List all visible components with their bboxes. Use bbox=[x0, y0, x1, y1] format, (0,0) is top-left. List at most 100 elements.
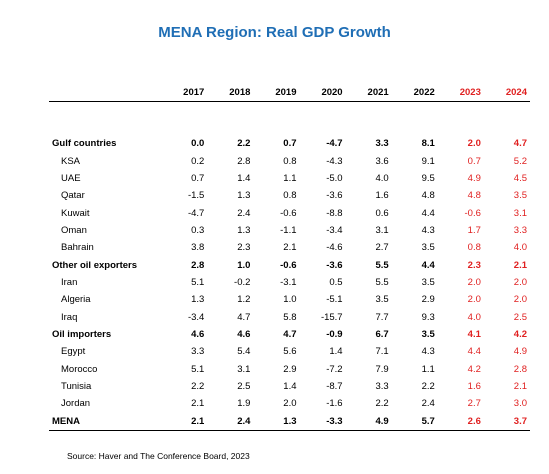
table-group-row: Oil importers 4.6 4.6 4.7 -0.9 6.7 3.5 4.1 4.2 bbox=[49, 326, 530, 343]
value-cell-2023: 2.6 bbox=[437, 412, 484, 431]
value-cell-2020: -5.0 bbox=[326, 172, 343, 184]
value-cell-2022: 5.7 bbox=[391, 412, 438, 431]
value-cell-2024: 4.2 bbox=[513, 328, 527, 340]
table-group-row: MENA 2.1 2.4 1.3 -3.3 4.9 5.7 2.6 3.7 bbox=[49, 412, 530, 431]
value-cell-2018: 1.2 bbox=[237, 294, 251, 306]
table-row: Iraq -3.4 4.7 5.8 -15.7 7.7 9.3 4.0 2.5 bbox=[49, 308, 530, 325]
value-cell-2020: -4.3 bbox=[326, 155, 343, 167]
gdp-table: 2017 2018 2019 2020 2021 2022 2023 2024 Gulf co… bbox=[49, 83, 530, 431]
value-cell-2017: 0.7 bbox=[191, 172, 205, 184]
value-cell-2021: 3.6 bbox=[375, 155, 389, 167]
value-cell-2018: 2.5 bbox=[237, 380, 251, 392]
header-corner bbox=[49, 83, 162, 102]
value-cell-2018: 3.1 bbox=[237, 363, 251, 375]
value-cell-2021: 7.7 bbox=[375, 311, 389, 323]
year-header-2020: 2020 bbox=[299, 83, 346, 102]
value-cell-2018: 4.7 bbox=[237, 311, 251, 323]
value-cell-2021: 5.5 bbox=[375, 276, 389, 288]
row-label: Gulf countries bbox=[52, 138, 117, 150]
value-cell-2019: 1.0 bbox=[283, 294, 297, 306]
value-cell-2020: -1.6 bbox=[326, 398, 343, 410]
row-label: Jordan bbox=[61, 398, 91, 410]
table-group-row: Other oil exporters 2.8 1.0 -0.6 -3.6 5.5 4.4 2… bbox=[49, 256, 530, 273]
table-row: Egypt 3.3 5.4 5.6 1.4 7.1 4.3 4.4 4.9 bbox=[49, 343, 530, 360]
value-cell-2017: 5.1 bbox=[191, 363, 205, 375]
value-cell-2020: -5.1 bbox=[326, 294, 343, 306]
value-cell-2024: 2.1 bbox=[513, 259, 527, 271]
value-cell-2017: 3.8 bbox=[191, 242, 205, 254]
value-cell-2017: 0.3 bbox=[191, 224, 205, 236]
value-cell-2023: 0.8 bbox=[467, 242, 481, 254]
value-cell-2024: 4.7 bbox=[513, 138, 527, 150]
value-cell-2017: -4.7 bbox=[187, 207, 205, 219]
value-cell-2024: 2.1 bbox=[513, 380, 527, 392]
value-cell-2022: 4.3 bbox=[421, 224, 435, 236]
value-cell-2020: -8.7 bbox=[326, 380, 343, 392]
value-cell-2021: 3.3 bbox=[375, 380, 389, 392]
value-cell-2020: -3.6 bbox=[326, 259, 343, 271]
table-body: Gulf countries 0.0 2.2 0.7 -4.7 3.3 8.1 2.0 4.7 K… bbox=[49, 102, 530, 431]
value-cell-2018: 2.8 bbox=[237, 155, 251, 167]
value-cell-2019: 0.8 bbox=[283, 155, 297, 167]
table-row: Oman 0.3 1.3 -1.1 -3.4 3.1 4.3 1.7 3.3 bbox=[49, 222, 530, 239]
table-row: Jordan 2.1 1.9 2.0 -1.6 2.2 2.4 2.7 3.0 bbox=[49, 395, 530, 412]
value-cell-2019: 2.0 bbox=[283, 398, 297, 410]
value-cell-2024: 3.5 bbox=[513, 190, 527, 202]
value-cell-2019: 1.4 bbox=[283, 380, 297, 392]
value-cell-2024: 2.8 bbox=[513, 363, 527, 375]
value-cell-2017: 1.3 bbox=[191, 294, 205, 306]
page-title: MENA Region: Real GDP Growth bbox=[158, 24, 391, 41]
value-cell-2024: 3.3 bbox=[513, 224, 527, 236]
year-header-2024: 2024 bbox=[483, 83, 530, 102]
year-header-2022: 2022 bbox=[391, 83, 438, 102]
value-cell-2017: 2.8 bbox=[191, 259, 205, 271]
value-cell-2019: -1.1 bbox=[280, 224, 297, 236]
value-cell-2023: 4.1 bbox=[467, 328, 481, 340]
value-cell-2023: 4.4 bbox=[467, 346, 481, 358]
value-cell-2022: 2.4 bbox=[421, 398, 435, 410]
value-cell-2020: -4.7 bbox=[326, 138, 343, 150]
value-cell-2024: 3.1 bbox=[513, 207, 527, 219]
row-label: Morocco bbox=[61, 363, 98, 375]
value-cell-2021: 3.5 bbox=[375, 294, 389, 306]
value-cell-2024: 5.2 bbox=[513, 155, 527, 167]
value-cell-2021: 1.6 bbox=[375, 190, 389, 202]
table-row: Tunisia 2.2 2.5 1.4 -8.7 3.3 2.2 1.6 2.1 bbox=[49, 378, 530, 395]
value-cell-2020: -3.4 bbox=[326, 224, 343, 236]
value-cell-2019: 1.1 bbox=[283, 172, 297, 184]
value-cell-2021: 3.3 bbox=[375, 138, 389, 150]
value-cell-2018: 2.4 bbox=[237, 207, 251, 219]
value-cell-2021: 2.2 bbox=[375, 398, 389, 410]
table-row: Iran 5.1 -0.2 -3.1 0.5 5.5 3.5 2.0 2.0 bbox=[49, 274, 530, 291]
value-cell-2019: 5.8 bbox=[283, 311, 297, 323]
value-cell-2018: 1.3 bbox=[237, 224, 251, 236]
value-cell-2020: -0.9 bbox=[326, 328, 343, 340]
year-header-2021: 2021 bbox=[345, 83, 392, 102]
value-cell-2020: 1.4 bbox=[329, 346, 343, 358]
year-header-2017: 2017 bbox=[161, 83, 208, 102]
year-header-2018: 2018 bbox=[207, 83, 254, 102]
value-cell-2017: 3.3 bbox=[191, 346, 205, 358]
value-cell-2022: 3.5 bbox=[421, 276, 435, 288]
value-cell-2018: 1.4 bbox=[237, 172, 251, 184]
value-cell-2018: 1.3 bbox=[237, 190, 251, 202]
value-cell-2018: -0.2 bbox=[234, 276, 251, 288]
value-cell-2018: 2.2 bbox=[237, 138, 251, 150]
value-cell-2022: 2.2 bbox=[421, 380, 435, 392]
value-cell-2023: 2.7 bbox=[467, 398, 481, 410]
value-cell-2023: 4.0 bbox=[467, 311, 481, 323]
value-cell-2022: 4.8 bbox=[421, 190, 435, 202]
value-cell-2018: 5.4 bbox=[237, 346, 251, 358]
value-cell-2019: -0.6 bbox=[280, 207, 297, 219]
value-cell-2017: 2.2 bbox=[191, 380, 205, 392]
value-cell-2023: 4.9 bbox=[467, 172, 481, 184]
table-header-row: 2017 2018 2019 2020 2021 2022 2023 2024 bbox=[49, 83, 530, 102]
value-cell-2020: -15.7 bbox=[320, 311, 343, 323]
value-cell-2017: 0.0 bbox=[191, 138, 205, 150]
value-cell-2018: 2.4 bbox=[207, 412, 254, 431]
value-cell-2022: 8.1 bbox=[421, 138, 435, 150]
value-cell-2020: -3.6 bbox=[326, 190, 343, 202]
row-label: Bahrain bbox=[61, 242, 94, 254]
value-cell-2023: 2.0 bbox=[467, 294, 481, 306]
value-cell-2019: -0.6 bbox=[280, 259, 297, 271]
